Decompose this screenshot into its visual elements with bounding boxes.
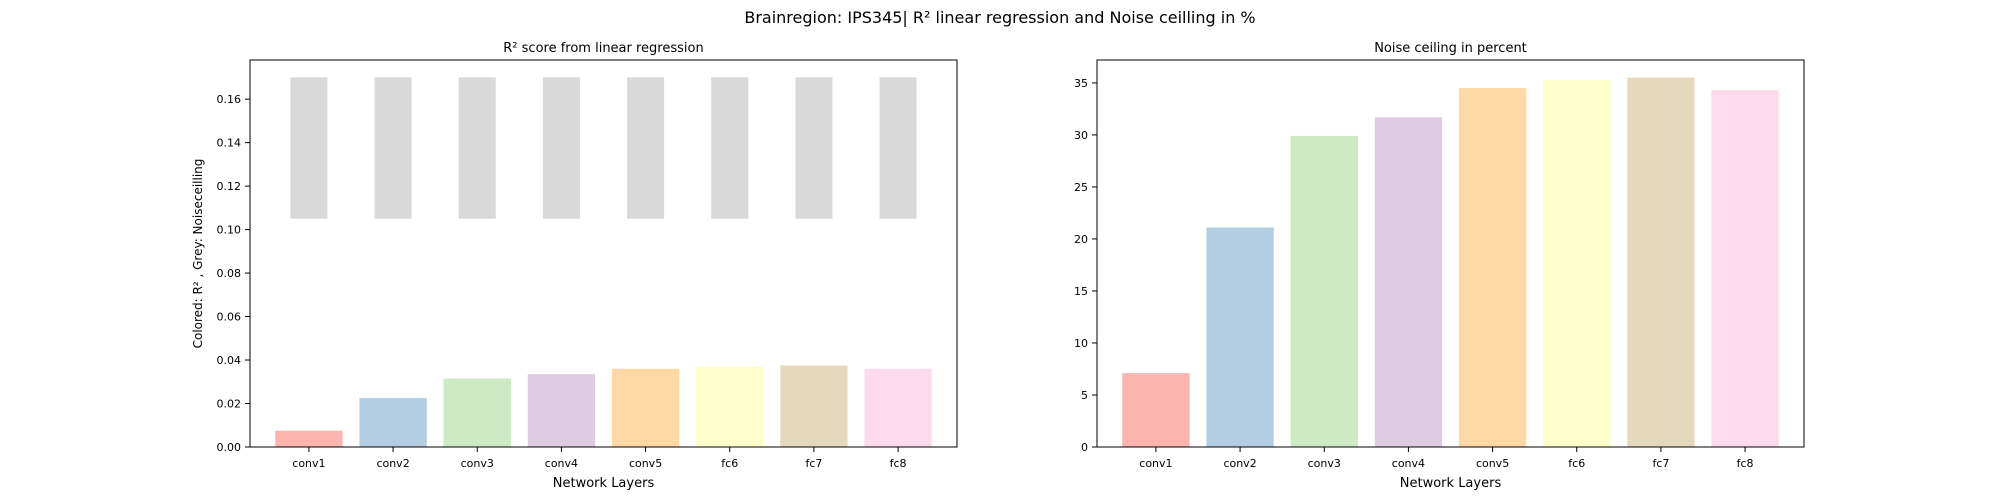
bar-conv3 [443,378,511,447]
chart-r2-score: R² score from linear regression conv1 conv… [191,41,958,491]
y-tick-label: 0.10 [217,224,242,237]
x-tick-label: conv5 [629,457,662,470]
y-tick-label: 20 [1074,233,1088,246]
bar-conv5 [611,368,680,447]
x-tick-label: fc8 [1737,457,1754,470]
bar-conv5 [1458,88,1527,447]
bar-fc8 [864,368,932,447]
x-tick-label: conv3 [461,457,494,470]
noise-ceiling-bar-conv4 [542,77,580,219]
chart-title: Noise ceiling in percent [1374,41,1527,56]
noise-ceiling-bar-conv1 [290,77,328,219]
y-tick-label: 0.16 [217,93,242,106]
bar-fc6 [1543,79,1611,448]
y-tick-label: 0.04 [217,354,242,367]
y-tick-label: 25 [1074,181,1088,194]
y-tick-label: 0.08 [217,267,242,280]
bar-conv2 [359,398,427,447]
y-tick-label: 0.02 [217,398,242,411]
y-tick-label: 30 [1074,129,1088,142]
y-axis-label: Colored: R² , Grey: Noiseceilling [191,159,205,349]
x-tick-label: conv2 [376,457,409,470]
x-tick-label: fc6 [721,457,738,470]
bar-fc6 [696,366,764,447]
bar-conv4 [527,374,596,447]
x-axis-label: Network Layers [553,476,655,491]
x-tick-label: conv5 [1476,457,1509,470]
bar-conv3 [1290,135,1358,447]
bar-conv2 [1206,227,1274,447]
bar-conv1 [275,430,343,447]
x-tick-label: fc8 [890,457,907,470]
x-tick-label: conv4 [1392,457,1425,470]
x-tick-label: conv1 [292,457,325,470]
chart-title: R² score from linear regression [503,41,703,56]
x-axis-label: Network Layers [1400,476,1502,491]
x-tick-label: fc6 [1568,457,1585,470]
bar-fc7 [780,365,848,447]
y-tick-label: 10 [1074,337,1088,350]
x-tick-label: fc7 [805,457,822,470]
y-tick-label: 15 [1074,285,1088,298]
bar-fc7 [1627,77,1695,447]
y-tick-label: 0.06 [217,311,242,324]
plot-frame [249,59,958,448]
y-tick-label: 35 [1074,77,1088,90]
y-tick-label: 5 [1081,389,1088,402]
noise-ceiling-bar-fc8 [879,77,917,219]
y-tick-label: 0.00 [217,441,242,454]
noise-ceiling-bar-conv2 [374,77,412,219]
noise-ceiling-bar-conv5 [627,77,665,219]
bar-conv1 [1122,373,1190,447]
chart-noise-ceiling: Noise ceiling in percent conv1 conv2 conv3 c… [1074,41,1805,491]
y-tick-label: 0 [1081,441,1088,454]
x-tick-label: conv2 [1223,457,1256,470]
x-tick-label: conv1 [1139,457,1172,470]
noise-ceiling-bar-fc6 [711,77,749,219]
y-tick-label: 0.14 [217,137,242,150]
plot-frame [1096,59,1805,448]
y-tick-label: 0.12 [217,180,242,193]
x-tick-label: conv3 [1308,457,1341,470]
bar-fc8 [1711,90,1779,447]
x-tick-label: conv4 [545,457,578,470]
noise-ceiling-bar-conv3 [458,77,496,219]
bar-conv4 [1374,117,1443,447]
x-tick-label: fc7 [1652,457,1669,470]
noise-ceiling-bar-fc7 [795,77,833,219]
figure-title: Brainregion: IPS345| R² linear regressio… [744,8,1256,27]
